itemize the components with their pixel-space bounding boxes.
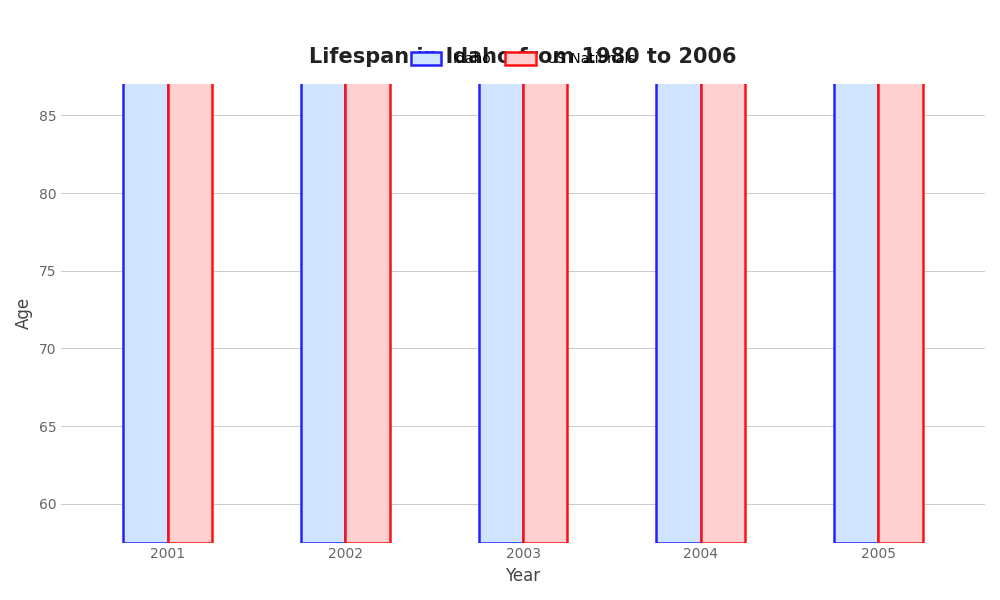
Bar [523, 0, 567, 542]
Bar [701, 0, 745, 542]
Bar [301, 0, 345, 542]
Bar [345, 0, 390, 542]
Legend: Idaho, US Nationals: Idaho, US Nationals [404, 46, 642, 73]
X-axis label: Year: Year [505, 567, 541, 585]
Y-axis label: Age: Age [15, 298, 33, 329]
Bar [878, 0, 923, 542]
Bar [168, 0, 212, 542]
Bar [479, 0, 523, 542]
Bar [656, 0, 701, 542]
Bar [123, 0, 168, 542]
Bar [834, 0, 878, 542]
Title: Lifespan in Idaho from 1980 to 2006: Lifespan in Idaho from 1980 to 2006 [309, 47, 737, 67]
